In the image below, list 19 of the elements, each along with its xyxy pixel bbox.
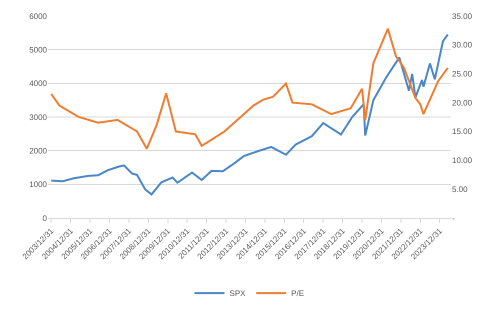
- y2-tick-label: 5.00: [452, 184, 468, 194]
- y2-tick-label: 20.00: [452, 98, 473, 108]
- y-tick-label: 1000: [29, 180, 48, 190]
- y2-tick-label: -: [452, 214, 455, 223]
- y2-tick-label: 30.00: [452, 40, 473, 50]
- legend-label: SPX: [230, 289, 246, 298]
- legend-label: P/E: [291, 289, 304, 298]
- y-tick-label: 0: [42, 214, 48, 223]
- line-series: [50, 28, 449, 150]
- y2-tick-label: 10.00: [452, 156, 473, 166]
- y-tick-label: 6000: [29, 12, 48, 21]
- y-tick-label: 3000: [29, 112, 48, 122]
- y2-tick-label: 25.00: [452, 70, 473, 79]
- y-tick-label: 2000: [29, 146, 48, 156]
- y2-tick-label: 35.00: [452, 12, 473, 21]
- y2-tick-label: 15.00: [452, 127, 473, 136]
- y-tick-label: 5000: [29, 45, 48, 54]
- y-tick-label: 4000: [29, 79, 48, 88]
- line-series: [50, 34, 449, 196]
